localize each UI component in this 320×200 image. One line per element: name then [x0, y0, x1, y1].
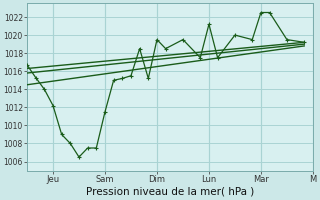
- X-axis label: Pression niveau de la mer( hPa ): Pression niveau de la mer( hPa ): [86, 187, 254, 197]
